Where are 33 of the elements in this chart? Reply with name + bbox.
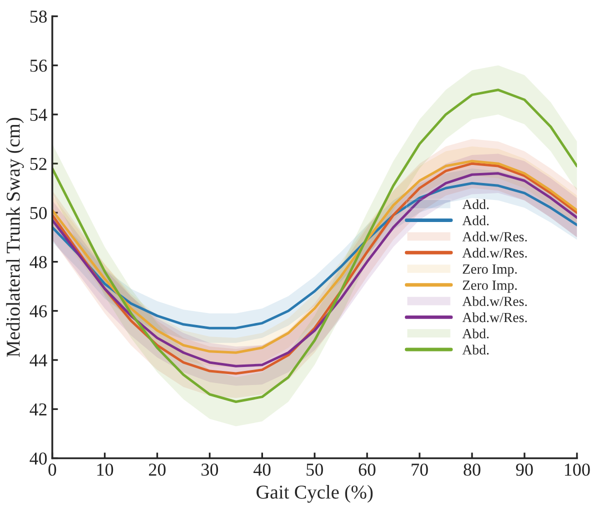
x-axis-title: Gait Cycle (%) (256, 485, 373, 503)
legend-label: Abd.w/Res. (462, 296, 527, 306)
legend-label: Add. (462, 199, 489, 210)
y-tick-label: 58 (30, 10, 47, 23)
x-tick-label: 90 (516, 464, 533, 476)
x-tick-label: 0 (48, 464, 56, 476)
x-tick-label: 40 (253, 464, 270, 476)
x-tick-label: 10 (97, 464, 114, 476)
text: Add.w/Res. (462, 248, 527, 258)
x-tick-label: 30 (202, 464, 218, 476)
x-tick-label: 60 (358, 464, 376, 476)
y-tick-label: 40 (30, 452, 47, 465)
y-axis-title: Mediolateral Trunk Sway (cm) (6, 118, 24, 357)
y-tick-label: 44 (30, 354, 48, 366)
x-tick-label: 20 (148, 464, 166, 476)
x-tick-label: 70 (412, 464, 428, 476)
y-tick-label: 56 (30, 60, 47, 72)
x-tick-label: 80 (464, 464, 480, 476)
x-tick-label: 100 (565, 464, 590, 476)
y-tick-label: 48 (30, 256, 47, 268)
y-tick-label: 50 (30, 206, 47, 220)
y-tick-label: 52 (30, 158, 46, 170)
legend-label: Abd. (462, 328, 489, 338)
text: Zero Imp. (462, 280, 517, 293)
y-tick-label: 46 (30, 305, 47, 318)
y-tick-label: 42 (30, 403, 46, 416)
legend-label: Zero Imp. (462, 264, 517, 277)
text: Add. (462, 216, 489, 226)
text: Abd. (462, 344, 489, 355)
y-tick-label: 54 (30, 108, 48, 121)
x-tick-label: 50 (306, 464, 323, 476)
legend-label: Add.w/Res. (462, 232, 527, 242)
text: Abd.w/Res. (462, 312, 527, 322)
